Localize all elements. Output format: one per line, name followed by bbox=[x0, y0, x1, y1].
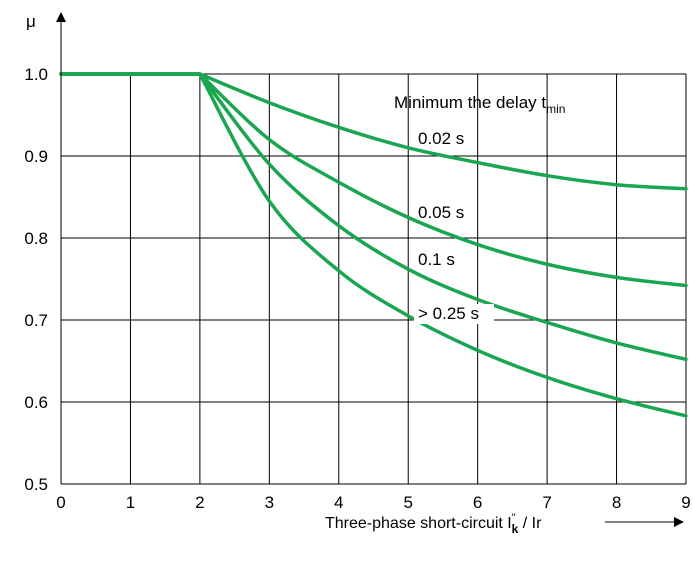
x-axis-label-sub: k bbox=[512, 522, 519, 536]
legend-title-main: Minimum the delay t bbox=[394, 93, 546, 112]
y-tick-label: 0.8 bbox=[24, 229, 48, 248]
series-line bbox=[59, 72, 688, 362]
x-tick-label: 7 bbox=[542, 493, 551, 512]
y-tick-label: 0.6 bbox=[24, 393, 48, 412]
x-tick-label: 9 bbox=[681, 493, 690, 512]
legend-title: Minimum the delay tmin bbox=[394, 93, 565, 116]
x-axis-label-prefix: Three-phase short-circuit I bbox=[325, 515, 512, 532]
x-tick-label: 1 bbox=[126, 493, 135, 512]
x-axis-label: Three-phase short-circuit I" k / Ir bbox=[325, 512, 542, 536]
tick-labels: 0 1 2 3 4 5 6 7 8 9 0.5 0.6 0.7 0.8 0.9 1.0 bbox=[24, 65, 690, 512]
x-tick-label: 6 bbox=[473, 493, 482, 512]
x-axis-label-sup: " bbox=[512, 512, 516, 524]
grid bbox=[61, 73, 687, 484]
x-tick-label: 8 bbox=[612, 493, 621, 512]
x-axis-label-suffix: / Ir bbox=[518, 515, 542, 532]
series-line bbox=[59, 72, 688, 191]
x-tick-label: 4 bbox=[334, 493, 343, 512]
y-tick-label: 0.7 bbox=[24, 311, 48, 330]
series-lines bbox=[59, 72, 688, 418]
x-tick-label: 2 bbox=[195, 493, 204, 512]
series-line bbox=[59, 72, 688, 418]
axes bbox=[56, 12, 686, 485]
series-labels: 0.02 s 0.05 s 0.1 s > 0.25 s bbox=[414, 129, 494, 324]
series-label: 0.02 s bbox=[418, 129, 464, 148]
y-tick-label: 0.5 bbox=[24, 475, 48, 494]
y-axis-label: μ bbox=[26, 12, 36, 31]
x-tick-label: 0 bbox=[56, 493, 65, 512]
series-label: 0.1 s bbox=[418, 250, 455, 269]
series-label: > 0.25 s bbox=[418, 304, 479, 323]
series-line bbox=[59, 72, 688, 288]
y-tick-label: 0.9 bbox=[24, 147, 48, 166]
x-tick-label: 3 bbox=[265, 493, 274, 512]
series-label: 0.05 s bbox=[418, 203, 464, 222]
legend-title-sub: min bbox=[546, 102, 565, 116]
series-label-bg bbox=[414, 304, 494, 324]
y-tick-label: 1.0 bbox=[24, 65, 48, 84]
x-tick-label: 5 bbox=[403, 493, 412, 512]
